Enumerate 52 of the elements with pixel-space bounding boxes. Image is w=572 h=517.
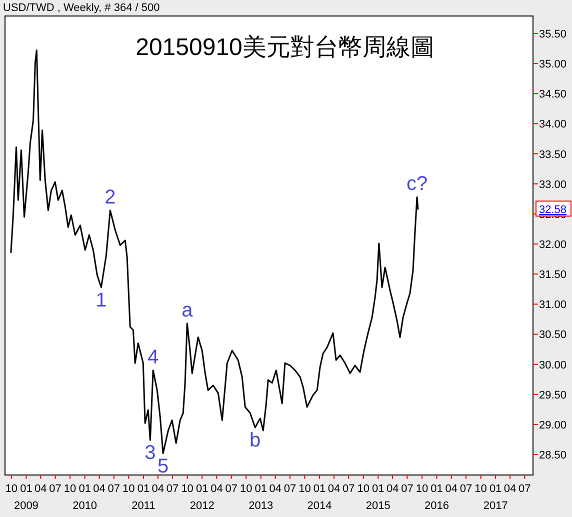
annotation: a [182, 299, 194, 322]
y-tick-label: 30.00 [539, 359, 567, 372]
x-tick-label: 07 [342, 483, 355, 495]
x-tick-label: 04 [504, 483, 516, 495]
x-tick-label: 07 [225, 483, 238, 495]
y-tick-label: 31.50 [539, 269, 567, 282]
y-tick-label: 31.00 [539, 299, 567, 312]
annotation: 1 [96, 289, 107, 312]
x-tick-label: 07 [460, 483, 472, 495]
annotation: 3 [144, 442, 156, 464]
annotation: 4 [148, 346, 159, 368]
annotation: 2 [104, 186, 116, 208]
x-tick-label: 10 [240, 483, 252, 495]
y-tick-label: 33.00 [539, 178, 567, 191]
x-tick-label: 04 [34, 483, 47, 495]
y-tick-label: 28.50 [539, 450, 567, 462]
x-tick-label: 07 [284, 483, 296, 495]
x-tick-label: 10 [474, 483, 487, 495]
y-tick-label: 30.50 [539, 329, 567, 342]
x-tick-label: 07 [401, 483, 414, 495]
x-tick-label: 07 [49, 483, 62, 495]
y-tick-label: 29.00 [539, 419, 567, 432]
x-tick-label: 07 [108, 483, 120, 495]
y-tick-label: 33.50 [539, 148, 567, 161]
x-tick-label: 10 [122, 483, 135, 495]
x-tick-label: 07 [166, 483, 179, 495]
x-tick-label: 10 [5, 483, 18, 495]
annotation: c? [406, 173, 428, 196]
y-tick-label: 34.00 [539, 118, 567, 131]
x-tick-label: 04 [210, 483, 223, 495]
x-tick-label: 10 [298, 483, 311, 495]
annotation: b [250, 429, 261, 452]
x-tick-label: 04 [386, 483, 399, 495]
x-tick-label: 04 [93, 483, 106, 495]
x-tick-label: 04 [328, 483, 340, 495]
x-tick-label: 07 [518, 483, 531, 495]
text: 20150910美元對台幣周線圖 [136, 34, 434, 61]
x-tick-label: 10 [357, 483, 370, 495]
y-tick-label: 32.00 [539, 238, 567, 251]
x-tick-label: 10 [64, 483, 76, 495]
y-tick-label: 35.50 [539, 28, 567, 40]
y-tick-label: 35.00 [539, 58, 567, 71]
text: 32.58 [539, 204, 567, 216]
x-tick-label: 04 [445, 483, 458, 495]
x-tick-label: 04 [152, 483, 164, 495]
x-tick-label: 04 [269, 483, 282, 495]
x-tick-label: 10 [181, 483, 194, 495]
x-tick-label: 10 [416, 483, 428, 495]
y-tick-label: 34.50 [539, 88, 567, 101]
annotation: 5 [158, 455, 169, 478]
y-tick-label: 29.50 [539, 389, 567, 402]
text: USD/TWD , Weekly, # 364 / 500 [3, 2, 160, 14]
